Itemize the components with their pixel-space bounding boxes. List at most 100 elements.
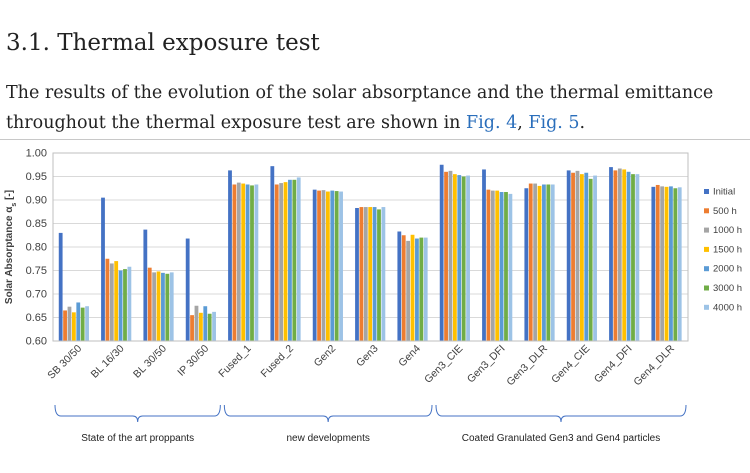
bar-500-h-gen4-dfi bbox=[613, 170, 618, 341]
bar-500-h-bl-16-30 bbox=[105, 258, 110, 341]
bar-3000-h-gen3-dfi bbox=[504, 192, 508, 341]
y-axis-title-unit: [-] bbox=[4, 190, 15, 203]
legend-label: 1500 h bbox=[713, 244, 742, 255]
bar-1500-h-gen4 bbox=[410, 234, 415, 341]
legend-label: 500 h bbox=[713, 206, 737, 217]
bar-initial-fused-1 bbox=[228, 170, 232, 341]
y-tick-label: 0.75 bbox=[26, 265, 47, 277]
bar-4000-h-gen4-dfi bbox=[635, 174, 640, 341]
bar-2000-h-bl-30-50 bbox=[161, 272, 165, 341]
bar-initial-gen3-dlr bbox=[524, 188, 529, 341]
bar-1000-h-gen4-dlr bbox=[660, 186, 665, 341]
legend-label: Initial bbox=[713, 187, 735, 198]
bar-3000-h-gen4-dlr bbox=[673, 188, 678, 341]
y-tick-label: 0.85 bbox=[26, 218, 47, 230]
bar-1500-h-bl-30-50 bbox=[156, 271, 161, 341]
bar-2000-h-gen4-dfi bbox=[626, 171, 631, 341]
x-tick-label: IP 30/50 bbox=[175, 343, 211, 379]
x-tick-label: BL 30/50 bbox=[131, 343, 169, 381]
x-tick-label: Gen3_CIE bbox=[422, 343, 465, 386]
bar-500-h-gen3-dfi bbox=[486, 189, 491, 341]
x-tick-label: Gen3_DLR bbox=[504, 342, 550, 388]
bar-500-h-gen4-dlr bbox=[655, 184, 660, 341]
bar-500-h-gen4 bbox=[401, 235, 406, 341]
fig4-link[interactable]: Fig. 4 bbox=[466, 113, 518, 133]
group-label: new developments bbox=[286, 433, 369, 444]
bar-2000-h-sb-30-50 bbox=[76, 302, 81, 341]
legend-label: 1000 h bbox=[713, 225, 742, 236]
bar-500-h-gen2 bbox=[317, 190, 321, 341]
y-tick-label: 0.70 bbox=[26, 289, 47, 301]
x-tick-label: BL 16/30 bbox=[89, 343, 127, 381]
y-tick-label: 0.90 bbox=[26, 195, 47, 207]
bar-initial-fused-2 bbox=[270, 166, 275, 341]
bar-1000-h-gen3-dlr bbox=[533, 183, 538, 341]
group-bracket bbox=[223, 404, 433, 423]
bar-4000-h-bl-16-30 bbox=[127, 266, 132, 341]
bar-2000-h-gen3 bbox=[372, 207, 377, 341]
x-tick-label: Gen3 bbox=[354, 343, 381, 370]
bar-4000-h-gen4-dlr bbox=[677, 187, 682, 341]
y-axis-title: Solar Absorptance αs [-] bbox=[4, 190, 18, 304]
bar-1000-h-gen3-cie bbox=[448, 170, 453, 341]
bar-1500-h-gen4-cie bbox=[579, 174, 584, 341]
bar-500-h-gen4-cie bbox=[571, 172, 575, 341]
group-bracket bbox=[435, 404, 687, 423]
bar-1000-h-bl-16-30 bbox=[109, 263, 114, 341]
bar-500-h-fused-2 bbox=[274, 184, 279, 341]
legend-swatch bbox=[704, 266, 709, 272]
bar-initial-gen2 bbox=[312, 189, 317, 341]
bar-500-h-ip-30-50 bbox=[190, 315, 194, 341]
bar-2000-h-ip-30-50 bbox=[203, 306, 208, 341]
bar-4000-h-ip-30-50 bbox=[212, 311, 216, 341]
solar-absorptance-chart: 1.00 0.95 0.90 0.85 0.80 0.75 0.70 0.65 0.60 Sola… bbox=[4, 148, 742, 445]
x-tick-label: Gen3_DFI bbox=[465, 343, 508, 386]
x-tick-label: Fused_1 bbox=[216, 343, 253, 380]
divider bbox=[0, 139, 750, 140]
y-tick-label: 0.60 bbox=[26, 336, 47, 348]
legend-swatch bbox=[704, 285, 709, 291]
bar-1000-h-ip-30-50 bbox=[194, 305, 199, 341]
bar-2000-h-gen4-cie bbox=[584, 172, 589, 341]
bar-4000-h-sb-30-50 bbox=[85, 306, 89, 341]
bar-2000-h-gen4-dlr bbox=[669, 186, 673, 341]
bar-500-h-gen3 bbox=[359, 207, 364, 341]
bar-3000-h-ip-30-50 bbox=[207, 313, 212, 341]
bar-3000-h-gen4-dfi bbox=[631, 174, 635, 341]
paragraph-text: The results of the evolution of the sola… bbox=[6, 83, 714, 133]
group-label: State of the art proppants bbox=[81, 433, 194, 444]
bar-3000-h-fused-2 bbox=[292, 179, 297, 341]
legend-swatch bbox=[704, 304, 709, 310]
bar-4000-h-gen3 bbox=[381, 207, 386, 341]
bar-1000-h-fused-2 bbox=[279, 183, 284, 341]
bar-initial-gen3-dfi bbox=[482, 169, 486, 341]
bar-1500-h-ip-30-50 bbox=[198, 312, 203, 341]
bar-1000-h-sb-30-50 bbox=[67, 306, 72, 341]
body-paragraph: The results of the evolution of the sola… bbox=[6, 78, 746, 138]
bar-4000-h-gen3-dlr bbox=[550, 184, 555, 341]
legend-swatch bbox=[704, 208, 709, 214]
bar-3000-h-gen2 bbox=[334, 191, 339, 341]
bar-1000-h-gen4-cie bbox=[575, 170, 580, 341]
bar-1500-h-gen3 bbox=[368, 207, 373, 341]
bar-4000-h-bl-30-50 bbox=[169, 272, 174, 341]
y-tick-label: 0.65 bbox=[26, 312, 47, 324]
bar-3000-h-gen4 bbox=[419, 237, 424, 341]
bar-4000-h-gen4 bbox=[423, 237, 428, 341]
y-tick-label: 0.95 bbox=[26, 171, 47, 183]
bar-1000-h-gen4-dfi bbox=[617, 168, 622, 341]
bar-initial-ip-30-50 bbox=[185, 238, 190, 341]
fig5-link[interactable]: Fig. 5 bbox=[528, 113, 580, 133]
bar-1500-h-gen4-dlr bbox=[664, 186, 669, 341]
y-axis-title-subscript: s bbox=[11, 203, 18, 207]
paragraph-end: . bbox=[579, 113, 586, 133]
bar-2000-h-gen3-cie bbox=[457, 175, 462, 341]
legend-label: 3000 h bbox=[713, 283, 742, 294]
bar-1000-h-gen3 bbox=[363, 207, 368, 341]
bar-initial-sb-30-50 bbox=[58, 232, 63, 341]
bar-3000-h-sb-30-50 bbox=[80, 307, 85, 341]
bar-500-h-sb-30-50 bbox=[63, 310, 67, 341]
bars bbox=[58, 164, 682, 341]
bar-4000-h-gen3-dfi bbox=[508, 193, 513, 341]
x-tick-label: Gen4 bbox=[396, 343, 423, 370]
